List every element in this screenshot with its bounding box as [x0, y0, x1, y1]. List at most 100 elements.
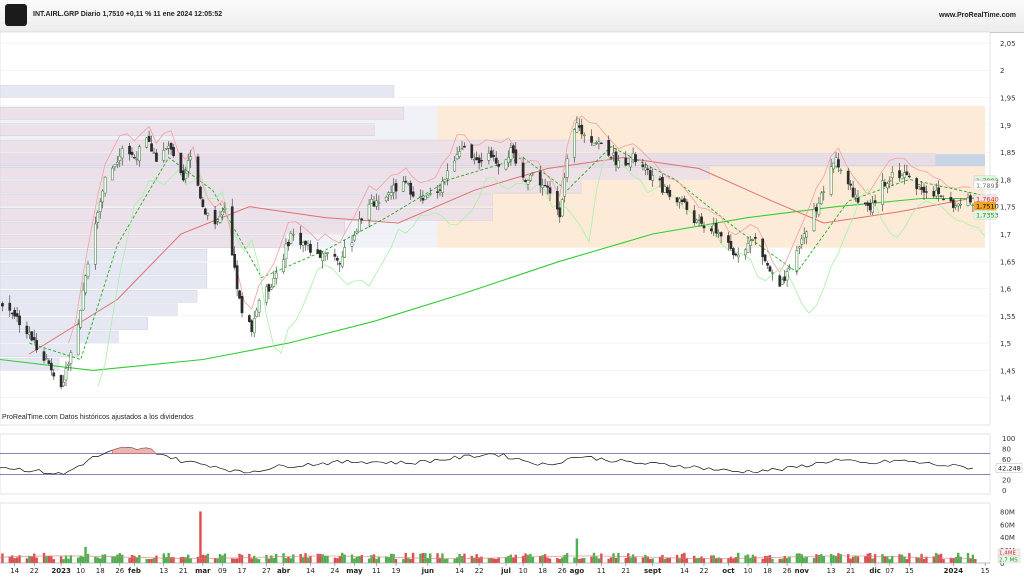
- date-tick-label: dic: [869, 567, 881, 575]
- candle-body: [641, 164, 645, 168]
- rsi-panel: 10080604020042,248: [0, 433, 1023, 495]
- rsi-plot-area[interactable]: [0, 433, 991, 495]
- candle-body: [301, 242, 305, 246]
- price-tick-label: 1,65: [1000, 258, 1016, 266]
- date-tick-label: 21: [179, 567, 188, 575]
- candle-body: [543, 185, 547, 187]
- volume-bar: [668, 557, 671, 563]
- rsi-overbought-fill: [112, 446, 158, 454]
- sma200-line: [0, 197, 986, 371]
- candle-body: [179, 152, 183, 174]
- candle-body: [607, 140, 611, 156]
- candle-body: [35, 340, 39, 351]
- price-tick-label: 1,6: [1000, 286, 1012, 294]
- candlestick-app-icon[interactable]: [5, 4, 27, 26]
- candle-body: [199, 186, 202, 199]
- volume-bar: [321, 554, 324, 563]
- candle-body: [443, 179, 447, 182]
- volume-bar: [856, 556, 860, 563]
- price-tick-label: 1,9: [1000, 122, 1011, 130]
- candle-body: [203, 208, 207, 215]
- volume-bar: [666, 557, 669, 563]
- candle-body: [67, 363, 70, 366]
- candle-body: [318, 250, 322, 258]
- volume-tick-label: 0: [1000, 560, 1004, 568]
- price-tick-label: 2: [1000, 67, 1004, 75]
- candle-body: [282, 259, 285, 273]
- volume-bar: [453, 558, 456, 563]
- candle-body: [590, 136, 593, 143]
- volume-bar: [240, 554, 244, 563]
- candle-body: [815, 207, 818, 212]
- candle-body: [115, 162, 119, 165]
- candle-body: [868, 202, 872, 211]
- volume-bar: [727, 558, 730, 563]
- volume-bar: [695, 558, 698, 563]
- date-tick-label: 14: [680, 567, 689, 575]
- candle-body: [969, 195, 972, 203]
- volume-bar: [182, 556, 185, 563]
- volume-profile-bar: [0, 107, 405, 120]
- price-tick-label: 1,75: [1000, 204, 1016, 212]
- volume-bar: [631, 554, 635, 563]
- price-badge-label: 1,7353: [976, 211, 999, 219]
- date-tick-label: may: [346, 567, 363, 575]
- candle-body: [731, 248, 735, 256]
- candle-body: [470, 144, 474, 159]
- candle-body: [340, 256, 344, 267]
- candle-body: [475, 157, 479, 160]
- volume-bar: [42, 552, 46, 563]
- candle-body: [10, 312, 14, 315]
- volume-bar: [920, 553, 923, 563]
- volume-bar: [367, 558, 371, 563]
- volume-bar: [350, 554, 354, 563]
- volume-value-badge: [997, 555, 1021, 564]
- price-badge: [973, 210, 997, 220]
- volume-bar: [216, 558, 219, 563]
- volume-bar: [79, 555, 82, 563]
- candle-body: [460, 148, 464, 150]
- rsi-tick-label: 100: [1002, 435, 1015, 443]
- volume-bar: [800, 554, 803, 563]
- candle-body: [428, 192, 432, 195]
- candle-body: [326, 252, 329, 254]
- candle-body: [389, 192, 393, 196]
- instrument-title: INT.AIRL.GRP Diario 1,7510 +0,11 % 11 en…: [33, 11, 223, 18]
- volume-bar: [888, 559, 891, 563]
- volume-bar: [526, 554, 530, 563]
- volume-bar: [487, 558, 491, 563]
- volume-bar: [370, 555, 373, 563]
- volume-bar: [614, 557, 618, 563]
- candle-body: [839, 169, 843, 172]
- date-tick-label: 18: [538, 567, 547, 575]
- candle-body: [753, 236, 757, 239]
- volume-bar: [333, 557, 337, 563]
- volume-bar: [627, 553, 630, 563]
- date-tick-label: 22: [700, 567, 709, 575]
- candle-body: [84, 275, 87, 294]
- candle-body: [609, 157, 613, 159]
- candle-body: [411, 191, 415, 197]
- candle-body: [555, 191, 559, 210]
- volume-bar: [573, 557, 576, 563]
- candle-body: [548, 187, 552, 194]
- volume-bar: [715, 558, 718, 563]
- candle-body: [458, 151, 461, 157]
- price-tick-label: 1,4: [1000, 395, 1012, 403]
- volume-plot-area[interactable]: [0, 502, 991, 564]
- volume-bar: [99, 558, 102, 563]
- site-url[interactable]: www.ProRealTime.com: [938, 12, 1016, 19]
- candle-body: [96, 212, 100, 223]
- volume-bar: [497, 557, 500, 563]
- candle-body: [702, 225, 706, 229]
- volume-tick-label: 60M: [1000, 521, 1015, 529]
- volume-bar: [358, 556, 361, 563]
- candle-body: [727, 235, 730, 243]
- candle-body: [323, 253, 327, 257]
- date-tick-label: 13: [159, 567, 168, 575]
- candle-body: [780, 279, 784, 285]
- volume-bar: [67, 558, 70, 563]
- candle-body: [265, 286, 268, 303]
- volume-profile-bar: [0, 248, 208, 262]
